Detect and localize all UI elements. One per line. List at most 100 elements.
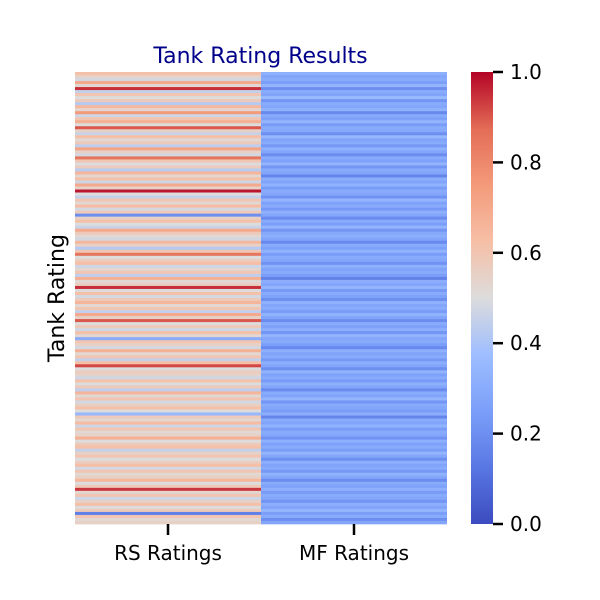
heatmap-cell bbox=[75, 180, 261, 184]
heatmap-cell bbox=[261, 255, 447, 260]
heatmap-cell bbox=[261, 282, 447, 287]
heatmap-cell bbox=[75, 298, 261, 302]
heatmap-cell bbox=[75, 430, 261, 434]
heatmap-cell bbox=[75, 457, 261, 462]
heatmap-cell bbox=[75, 219, 261, 224]
heatmap-cell bbox=[75, 490, 261, 495]
heatmap-cell bbox=[75, 231, 261, 236]
heatmap-cell bbox=[75, 159, 261, 163]
heatmap-cell bbox=[261, 192, 447, 196]
heatmap-cell bbox=[261, 147, 447, 151]
heatmap-cell bbox=[75, 472, 261, 477]
heatmap-cell bbox=[75, 225, 261, 230]
heatmap-cell bbox=[75, 123, 261, 127]
heatmap-column bbox=[75, 72, 261, 525]
colorbar-ticks: 0.0 0.2 0.4 0.6 0.8 1.0 bbox=[493, 60, 542, 536]
heatmap-cell bbox=[75, 307, 261, 311]
heatmap-cell bbox=[75, 394, 261, 398]
chart-title: Tank Rating Results bbox=[152, 44, 367, 69]
heatmap-cell bbox=[261, 427, 447, 431]
heatmap-cell bbox=[261, 322, 447, 326]
heatmap-cell bbox=[75, 285, 261, 290]
heatmap-cell bbox=[75, 391, 261, 395]
heatmap-cell bbox=[261, 490, 447, 495]
heatmap-cell bbox=[261, 87, 447, 91]
heatmap-cell bbox=[261, 430, 447, 434]
heatmap-cell bbox=[261, 258, 447, 263]
heatmap-cell bbox=[261, 81, 447, 85]
heatmap-cell bbox=[261, 84, 447, 88]
heatmap-cell bbox=[261, 361, 447, 365]
heatmap-cell bbox=[75, 370, 261, 374]
heatmap-cell bbox=[261, 325, 447, 329]
heatmap-cell bbox=[261, 454, 447, 459]
heatmap-cell bbox=[261, 406, 447, 410]
heatmap-cell bbox=[261, 123, 447, 127]
heatmap-cell bbox=[261, 294, 447, 299]
heatmap-cell bbox=[75, 397, 261, 401]
heatmap-cell bbox=[75, 96, 261, 100]
heatmap-cell bbox=[261, 367, 447, 371]
heatmap-cell bbox=[261, 505, 447, 510]
heatmap-cell bbox=[261, 198, 447, 202]
heatmap-cell bbox=[261, 90, 447, 94]
heatmap-cell bbox=[75, 349, 261, 353]
heatmap-cell bbox=[75, 132, 261, 136]
heatmap-cell bbox=[261, 261, 447, 266]
heatmap-cell bbox=[261, 270, 447, 275]
heatmap-cell bbox=[75, 264, 261, 269]
heatmap-cell bbox=[261, 120, 447, 124]
y-axis-label: Tank Rating bbox=[45, 234, 70, 363]
heatmap-cell bbox=[75, 427, 261, 431]
heatmap-cell bbox=[75, 138, 261, 142]
heatmap-cell bbox=[261, 114, 447, 118]
heatmap-cell bbox=[75, 400, 261, 404]
heatmap-cell bbox=[261, 376, 447, 380]
heatmap-cell bbox=[75, 210, 261, 214]
heatmap-cell bbox=[261, 310, 447, 314]
heatmap-cell bbox=[75, 126, 261, 130]
heatmap-cell bbox=[75, 322, 261, 326]
heatmap-cell bbox=[75, 493, 261, 498]
heatmap-cell bbox=[75, 108, 261, 112]
heatmap-cell bbox=[75, 78, 261, 82]
heatmap-cell bbox=[261, 457, 447, 462]
heatmap-cell bbox=[261, 451, 447, 456]
heatmap-cell bbox=[75, 192, 261, 196]
heatmap-cell bbox=[75, 310, 261, 314]
heatmap-cell bbox=[261, 352, 447, 356]
heatmap-cell bbox=[75, 84, 261, 88]
heatmap-cell bbox=[261, 355, 447, 359]
heatmap-cell bbox=[75, 81, 261, 85]
heatmap-cell bbox=[75, 379, 261, 383]
heatmap-cell bbox=[75, 186, 261, 190]
heatmap-cell bbox=[75, 346, 261, 350]
heatmap-cell bbox=[75, 436, 261, 440]
heatmap-cell bbox=[75, 451, 261, 456]
heatmap-cell bbox=[75, 282, 261, 287]
heatmap-cell bbox=[261, 213, 447, 217]
heatmap-cell bbox=[261, 228, 447, 233]
heatmap-cell bbox=[75, 240, 261, 245]
heatmap-cell bbox=[261, 288, 447, 293]
heatmap-cell bbox=[75, 198, 261, 202]
heatmap-cell bbox=[261, 403, 447, 407]
heatmap-cell bbox=[261, 207, 447, 211]
heatmap-cell bbox=[261, 174, 447, 178]
colorbar-tick-label: 0.0 bbox=[510, 512, 542, 536]
heatmap-cell bbox=[261, 222, 447, 227]
heatmap-cell bbox=[75, 475, 261, 480]
heatmap-cell bbox=[261, 249, 447, 254]
heatmap-cell bbox=[75, 415, 261, 419]
heatmap-cell bbox=[75, 502, 261, 507]
heatmap-cell bbox=[261, 210, 447, 214]
heatmap-cell bbox=[261, 126, 447, 130]
heatmap-cell bbox=[261, 201, 447, 205]
heatmap-cell bbox=[75, 334, 261, 338]
heatmap-cell bbox=[75, 511, 261, 516]
heatmap-cell bbox=[75, 520, 261, 525]
heatmap-cell bbox=[261, 276, 447, 281]
heatmap-cell bbox=[75, 204, 261, 208]
heatmap-cell bbox=[75, 87, 261, 91]
heatmap-cell bbox=[75, 105, 261, 109]
